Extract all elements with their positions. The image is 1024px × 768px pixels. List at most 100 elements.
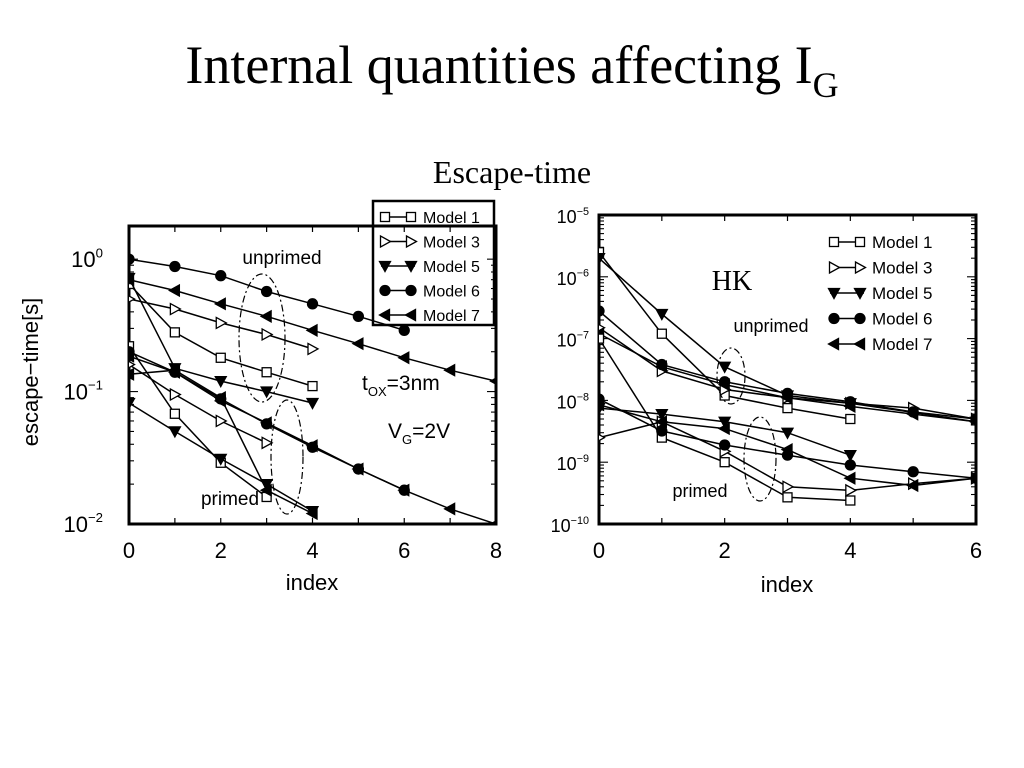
- primed-label: primed: [672, 481, 727, 501]
- series-model-3-primed: [129, 360, 274, 450]
- data-point: [305, 439, 318, 453]
- x-tick-label: 8: [490, 538, 502, 563]
- data-point: [599, 333, 605, 344]
- data-point: [969, 418, 976, 426]
- data-point: [489, 520, 496, 524]
- legend-marker: [378, 308, 391, 322]
- data-point: [129, 367, 135, 381]
- x-tick-label: 4: [844, 538, 856, 563]
- data-point: [306, 298, 319, 310]
- unprimed-ellipse: [716, 347, 746, 405]
- data-point: [261, 327, 274, 342]
- legend-marker: [378, 260, 392, 273]
- data-point: [599, 305, 605, 317]
- data-point: [215, 270, 227, 282]
- series-line: [599, 257, 976, 423]
- x-axis-label: index: [286, 570, 339, 595]
- data-point: [214, 375, 228, 388]
- data-point: [717, 378, 730, 392]
- legend-label: Model 6: [872, 310, 932, 329]
- series-model-7: [129, 273, 496, 385]
- data-point: [397, 483, 410, 497]
- unprimed-label: unprimed: [733, 316, 808, 336]
- data-point: [168, 363, 181, 377]
- data-point: [213, 391, 226, 405]
- x-tick-label: 6: [398, 538, 410, 563]
- series-line: [599, 404, 976, 487]
- x-tick-label: 2: [719, 538, 731, 563]
- data-point: [718, 416, 732, 429]
- page-title-text: Internal quantities affecting I: [185, 35, 813, 95]
- legend-label: Model 3: [872, 259, 932, 278]
- unprimed-ellipse: [238, 273, 286, 403]
- legend-label: Model 6: [423, 284, 480, 301]
- primed-label: primed: [201, 489, 259, 510]
- series-model-7-primed: [129, 349, 496, 524]
- x-tick-label: 6: [970, 538, 982, 563]
- legend-marker: [379, 234, 392, 249]
- data-point: [351, 462, 364, 476]
- legend-marker: [854, 312, 866, 325]
- legend-marker: [405, 211, 417, 223]
- data-point: [906, 478, 919, 493]
- data-point: [259, 483, 272, 497]
- x-axis-label: index: [761, 572, 814, 597]
- data-point: [443, 502, 456, 516]
- series-model-6: [129, 253, 410, 336]
- legend-marker: [853, 337, 866, 351]
- x-tick-label: 0: [123, 538, 135, 563]
- series-model-7-primed: [129, 363, 318, 521]
- data-point: [717, 421, 730, 436]
- plot-frame: [597, 213, 978, 526]
- series-model-7-primed: [599, 398, 976, 493]
- data-point: [351, 337, 364, 351]
- data-point: [169, 408, 181, 419]
- y-tick-label: 10−5: [557, 206, 589, 227]
- chart-title-hk: HK: [712, 266, 752, 297]
- data-point: [780, 442, 793, 457]
- data-point: [845, 495, 856, 506]
- y-tick-label: 10−8: [557, 391, 589, 412]
- gate-voltage-annotation: VG=2V: [388, 420, 450, 447]
- data-point: [169, 327, 181, 338]
- data-point: [305, 397, 320, 410]
- legend-marker: [827, 287, 841, 300]
- data-point: [129, 341, 135, 352]
- legend-label: Model 1: [423, 210, 480, 227]
- y-axis-title: escape−time[s]: [18, 298, 43, 447]
- data-point: [214, 453, 228, 466]
- data-point: [305, 506, 318, 521]
- legend-marker: [827, 337, 840, 351]
- y-tick-label: 10−9: [557, 453, 589, 474]
- data-point: [259, 416, 272, 430]
- data-point: [843, 399, 856, 413]
- data-point: [656, 328, 667, 339]
- data-point: [844, 459, 856, 471]
- legend-marker: [405, 284, 417, 297]
- y-tick-label: 10−2: [63, 510, 103, 537]
- data-point: [599, 398, 605, 412]
- legend-marker: [854, 260, 867, 275]
- data-point: [599, 253, 606, 266]
- data-point: [261, 367, 272, 378]
- data-point: [169, 260, 181, 273]
- data-point: [215, 316, 228, 330]
- primed-ellipse: [270, 399, 304, 515]
- legend-marker: [404, 308, 417, 322]
- data-point: [215, 352, 226, 363]
- data-point: [443, 363, 456, 377]
- primed-ellipse: [743, 416, 777, 502]
- legend-marker: [405, 234, 418, 249]
- page-subtitle: Escape-time: [432, 154, 592, 190]
- data-point: [655, 308, 669, 321]
- data-point: [906, 407, 919, 421]
- series-model-3: [129, 295, 320, 356]
- data-point: [845, 483, 858, 497]
- data-point: [656, 425, 668, 437]
- series-group: [599, 247, 976, 506]
- y-tick-label: 10−1: [63, 378, 103, 405]
- series-model-5-primed: [599, 402, 857, 463]
- y-axis-label: escape−time[s]: [18, 298, 43, 447]
- x-tick-label: 4: [306, 538, 318, 563]
- data-point: [782, 480, 795, 494]
